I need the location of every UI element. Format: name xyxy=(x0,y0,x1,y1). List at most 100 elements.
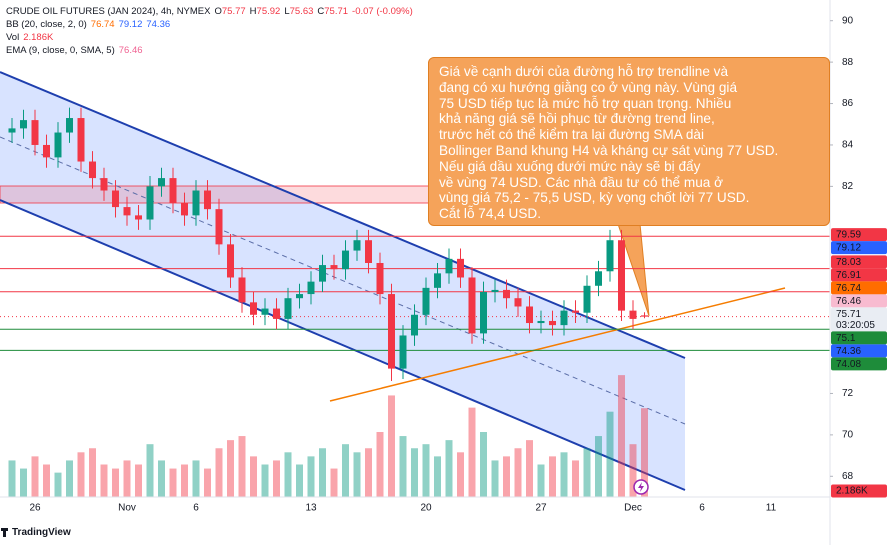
axes: 68 70 72 82 84 86 88 90 26 Nov 6 13 20 27 Dec 6 11 xyxy=(29,15,853,513)
candle-body xyxy=(296,294,303,299)
legend-row: CRUDE OIL FUTURES (JAN 2024), 4h, NYMEX O… xyxy=(6,5,417,18)
candle-body xyxy=(480,291,487,334)
volume-bar xyxy=(457,452,464,497)
candle-body xyxy=(641,315,648,317)
brand: TradingView xyxy=(12,527,71,538)
price-tag xyxy=(831,357,887,371)
candle-body xyxy=(388,294,395,369)
candle-body xyxy=(31,120,39,145)
x-tick-label: 11 xyxy=(766,503,777,514)
candle-body xyxy=(422,287,430,315)
annotation-line: trước hết có thể kiểm tra lại đường SMA … xyxy=(439,127,704,143)
x-tick-label: 26 xyxy=(29,503,41,514)
x-tick-label: 27 xyxy=(535,503,547,514)
candle-body xyxy=(250,302,257,315)
volume-bar xyxy=(618,375,625,497)
candle-body xyxy=(583,285,591,313)
candle-body xyxy=(307,281,315,295)
volume-bar xyxy=(158,460,165,497)
price-tag xyxy=(831,255,887,269)
candle-body xyxy=(169,178,177,203)
volume-tag xyxy=(831,484,887,498)
candle-body xyxy=(365,240,372,263)
candle-body xyxy=(549,320,556,326)
legend-prefix: O xyxy=(214,6,222,17)
volume-bar xyxy=(123,460,131,497)
candle-body xyxy=(399,335,407,369)
candle-body xyxy=(342,250,349,270)
legend: CRUDE OIL FUTURES (JAN 2024), 4h, NYMEX O… xyxy=(6,5,417,57)
candle-body xyxy=(503,289,510,299)
trendline xyxy=(329,287,786,402)
candle-body xyxy=(330,265,338,270)
candle-body xyxy=(181,202,188,216)
legend-value: 2.186K xyxy=(23,32,54,43)
candle-body xyxy=(526,306,533,324)
candle-body xyxy=(606,240,614,272)
candle-body xyxy=(445,258,453,274)
channel-mid xyxy=(0,136,686,425)
candle-body xyxy=(43,144,50,158)
candle-body xyxy=(353,240,361,251)
y-tick-label: 72 xyxy=(842,388,854,399)
price-tag xyxy=(831,344,887,358)
volume-bar xyxy=(227,440,234,497)
price-tag xyxy=(831,294,887,308)
indicator-name: BB (20, close, 2, 0) xyxy=(6,19,87,30)
candle-body xyxy=(560,310,568,326)
volume-bar xyxy=(629,444,637,497)
x-tick-label: Dec xyxy=(624,503,642,514)
candle-body xyxy=(261,308,269,315)
candle-body xyxy=(376,262,384,295)
volume-bar xyxy=(342,444,349,497)
candle-body xyxy=(468,277,476,334)
price-tag xyxy=(831,331,887,345)
volume-bar xyxy=(572,460,579,497)
volume-bar xyxy=(595,436,602,497)
volume-bar xyxy=(54,472,62,497)
x-tick-label: Nov xyxy=(118,503,136,514)
candle-body xyxy=(572,310,579,313)
volume-bar xyxy=(89,448,96,497)
volume-bar xyxy=(8,460,16,497)
legend-value: 75.71 xyxy=(324,6,349,17)
legend-value: 76.46 xyxy=(118,45,143,56)
candle-body xyxy=(8,128,16,133)
volume-tag-label: 2.186K xyxy=(836,486,868,497)
y-tick-label: 82 xyxy=(842,181,854,192)
indicator-name: EMA (9, close, 0, SMA, 5) xyxy=(6,45,115,56)
volume-bar xyxy=(319,448,326,497)
legend-prefix: C xyxy=(317,6,325,17)
candle-body xyxy=(284,298,292,319)
candle-body xyxy=(54,132,62,158)
price-tag xyxy=(831,268,887,282)
volume-bar xyxy=(215,448,223,497)
volume-bar xyxy=(181,464,188,497)
price-tag-label: 76.74 xyxy=(836,283,861,294)
candle-layer xyxy=(8,107,648,382)
price-tag-label: 76.46 xyxy=(836,296,861,307)
brand-logo xyxy=(1,528,8,537)
volume-bar xyxy=(399,436,407,497)
volume-bar xyxy=(365,448,372,497)
volume-bar xyxy=(560,452,568,497)
alert-bolt xyxy=(638,482,644,492)
candle-body xyxy=(112,190,119,208)
price-tag-label: 74.08 xyxy=(836,359,861,370)
volume-bar xyxy=(77,452,85,497)
candle-body xyxy=(595,271,602,286)
legend-row: BB (20, close, 2, 0) 76.74 79.12 74.36 xyxy=(6,18,417,31)
annotation-line: 75 USD tiếp tục là mức hỗ trợ quan trọng… xyxy=(439,95,732,111)
annotation-line: Cắt lỗ 74,4 USD. xyxy=(439,206,541,222)
candle-body xyxy=(100,178,108,191)
candle-body xyxy=(434,273,441,288)
annotation-line: vùng giá 75,2 - 75,5 USD, kỳ vọng chốt l… xyxy=(439,190,750,206)
candle-body xyxy=(66,118,73,133)
volume-bar xyxy=(422,444,430,497)
volume-bar xyxy=(411,448,418,497)
candle-body xyxy=(77,118,85,162)
price-tag-label: 76.91 xyxy=(836,270,861,281)
volume-bar xyxy=(480,432,487,497)
volume-bar xyxy=(284,452,292,497)
